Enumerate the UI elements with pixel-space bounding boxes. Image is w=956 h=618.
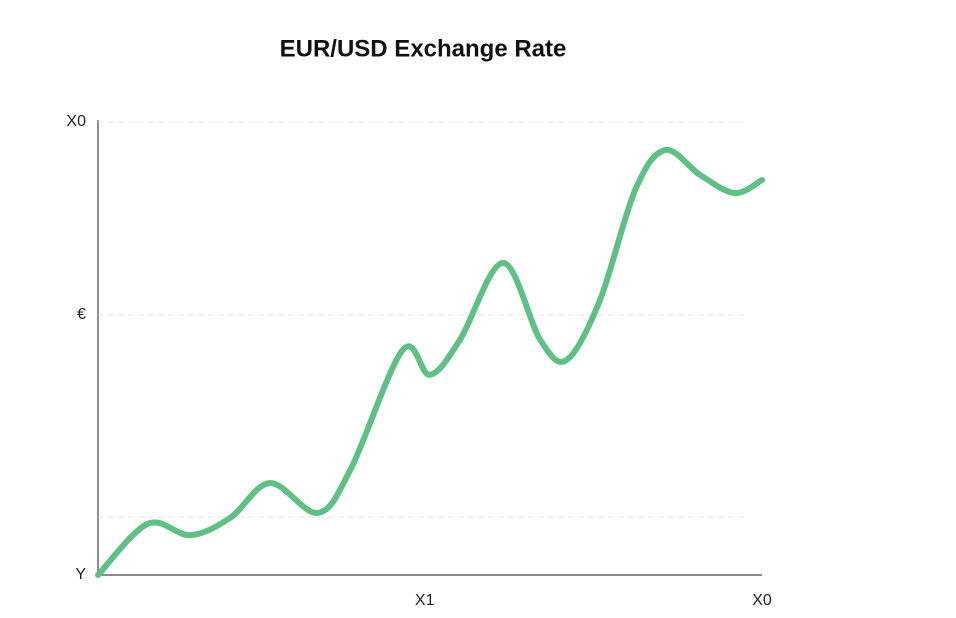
y-tick-label: X0 xyxy=(66,113,86,130)
y-tick-label: € xyxy=(77,306,86,323)
line xyxy=(95,147,765,578)
x-tick-label: X0 xyxy=(752,592,772,609)
chart-title: EUR/USD Exchange Rate xyxy=(280,35,567,62)
y-tick-label: Y xyxy=(75,566,86,583)
x-tick-label: X1 xyxy=(415,592,435,609)
